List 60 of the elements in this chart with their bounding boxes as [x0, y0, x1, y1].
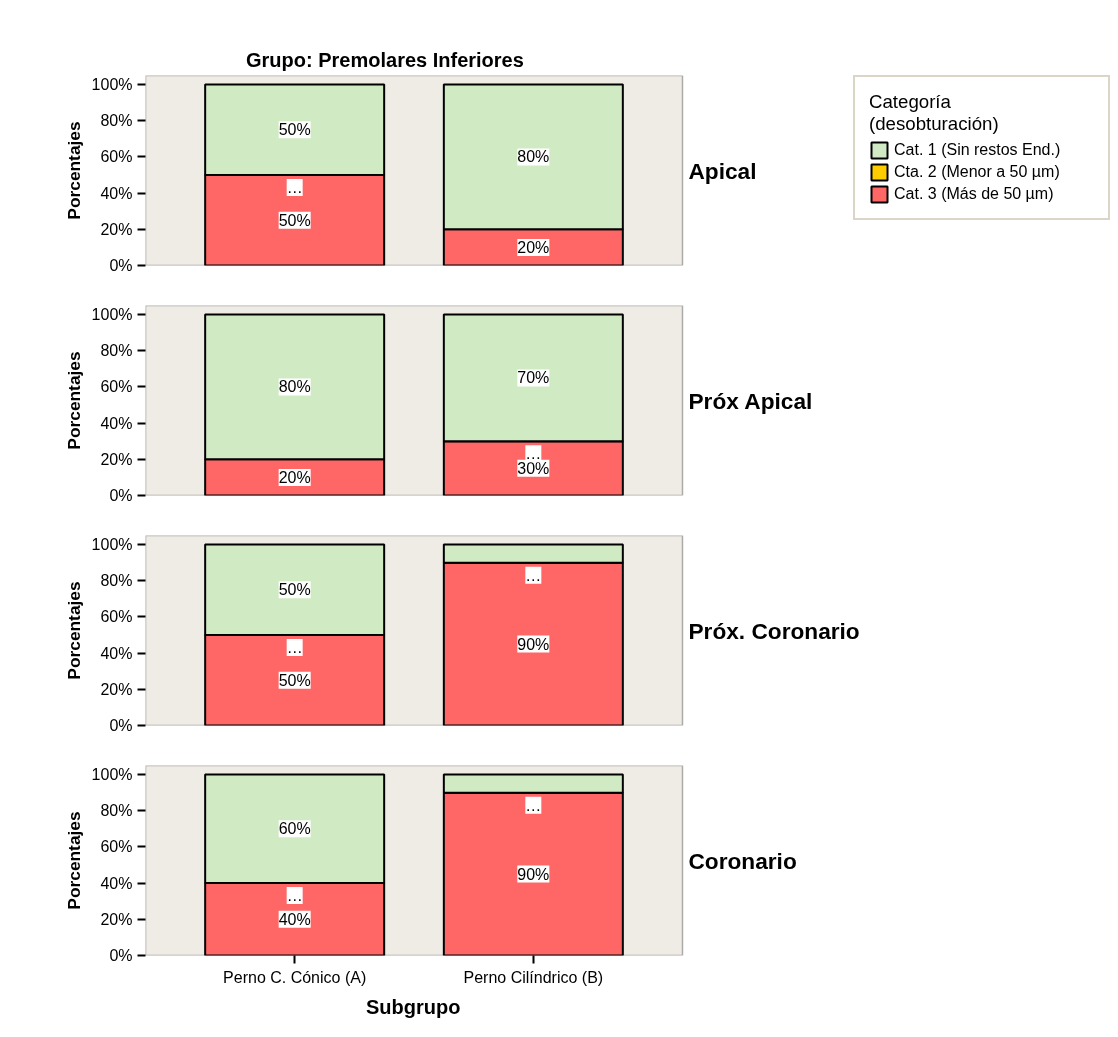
text: Apical [688, 157, 757, 184]
x-tick-label: Perno C. Cónico (A) [223, 968, 367, 986]
data-label: 70% [517, 369, 550, 387]
annotation: … [286, 639, 303, 657]
data-label: 80% [517, 148, 550, 166]
y-tick-label: 0% [109, 487, 133, 504]
y-tick-label: 100% [91, 766, 133, 784]
y-tick-label: 80% [100, 112, 133, 130]
data-label: 60% [278, 820, 311, 838]
chart-title: Grupo: Premolares Inferiores [246, 48, 524, 71]
data-label: 50% [278, 671, 311, 689]
text: Próx. Coronario [688, 617, 860, 644]
x-tick-label: Perno Cilíndrico (B) [463, 968, 604, 986]
y-tick-label: 60% [100, 378, 133, 396]
y-tick-label: 0% [109, 717, 133, 734]
annotation: … [525, 566, 542, 584]
y-tick-label: 100% [91, 76, 133, 94]
legend-label: Cat. 1 (Sin restos End.) [894, 140, 1062, 160]
y-tick-label: 80% [100, 572, 133, 590]
text: Próx Apical [688, 387, 813, 414]
data-label: 20% [278, 468, 311, 486]
y-axis-title: Porcentajes [63, 581, 84, 680]
y-axis-title: Porcentajes [63, 351, 84, 450]
data-label: 40% [278, 910, 311, 928]
y-tick-label: 0% [109, 257, 133, 274]
data-label: 50% [278, 581, 311, 599]
x-axis-title: Subgrupo [366, 995, 461, 1018]
y-tick-label: 40% [100, 644, 133, 662]
y-axis-title: Porcentajes [63, 121, 84, 220]
annotation: … [286, 887, 303, 905]
y-tick-label: 20% [100, 450, 133, 468]
annotation: … [525, 445, 542, 463]
y-axis-title: Porcentajes [63, 811, 84, 910]
y-tick-label: 100% [91, 536, 133, 554]
y-tick-label: 20% [100, 220, 133, 238]
data-label: 50% [278, 211, 311, 229]
data-label: 30% [517, 459, 550, 477]
y-tick-label: 60% [100, 148, 133, 166]
y-tick-label: 80% [100, 342, 133, 360]
data-label: 80% [278, 378, 311, 396]
y-tick-label: 40% [100, 414, 133, 432]
y-tick-label: 0% [109, 947, 133, 964]
data-label: 20% [517, 238, 550, 256]
y-tick-label: 20% [100, 910, 133, 928]
y-tick-label: 80% [100, 802, 133, 820]
y-tick-label: 40% [100, 184, 133, 202]
y-tick-label: 40% [100, 874, 133, 892]
y-tick-label: 60% [100, 608, 133, 626]
y-tick-label: 20% [100, 680, 133, 698]
data-label: 90% [517, 865, 550, 883]
annotation: … [525, 796, 542, 814]
annotation: … [286, 179, 303, 197]
data-label: 90% [517, 635, 550, 653]
legend-label: Cat. 3 (Más de 50 µm) [894, 184, 1055, 204]
data-label: 50% [278, 121, 311, 139]
text: Coronario [688, 847, 797, 874]
y-tick-label: 100% [91, 306, 133, 324]
y-tick-label: 60% [100, 838, 133, 856]
legend-title: Categoría (desobturación) [869, 91, 1000, 135]
legend-label: Cta. 2 (Menor a 50 µm) [894, 162, 1061, 182]
